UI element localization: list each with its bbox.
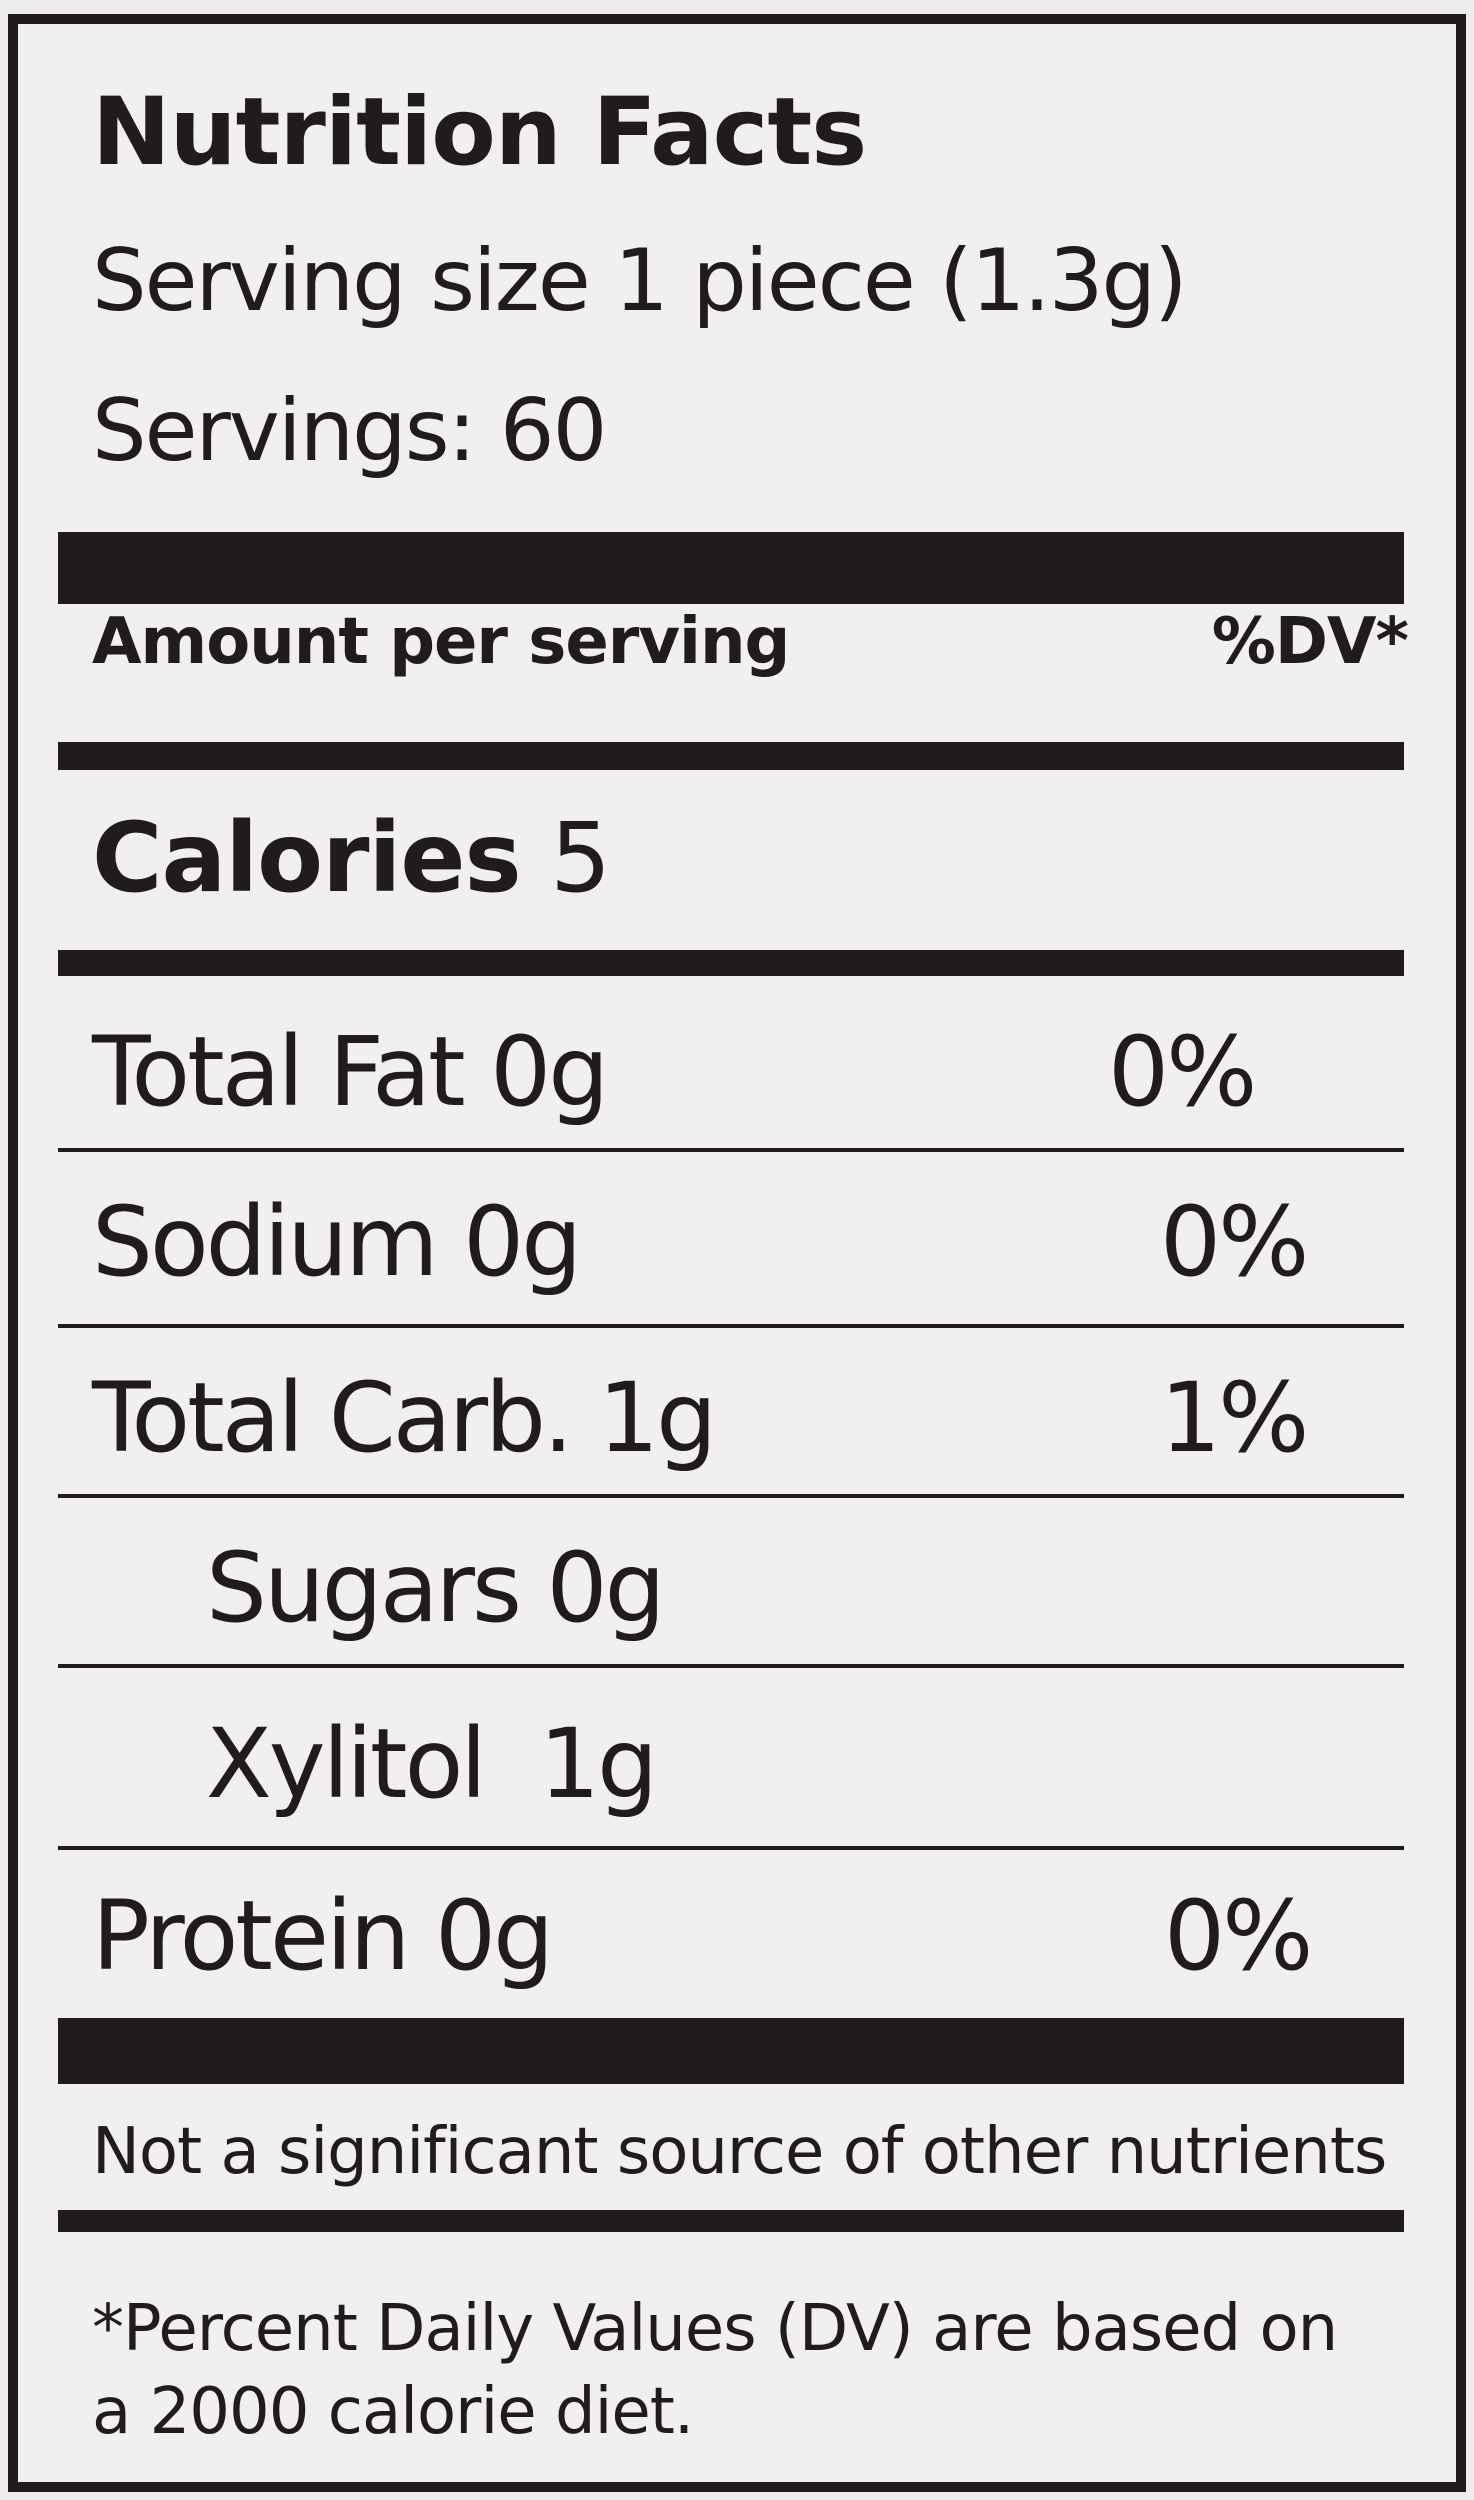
calories-value: 5 [550, 802, 611, 914]
thick-divider-top [58, 532, 1404, 604]
nutrient-row: Total Fat 0g 0% [58, 976, 1404, 1152]
nutrient-name: Protein 0g [92, 1880, 554, 1992]
nutrient-dv: 1% [1160, 1362, 1309, 1474]
nutrient-dv: 0% [1108, 1016, 1257, 1128]
calories-label: Calories [92, 802, 522, 914]
servings-count: Servings: 60 [92, 381, 607, 481]
row-divider [58, 1324, 1404, 1328]
divider-above-footnote [58, 2210, 1404, 2232]
not-significant-note: Not a significant source of other nutrie… [92, 2115, 1387, 2189]
row-divider [58, 1148, 1404, 1152]
divider-under-heading [58, 742, 1404, 770]
row-divider [58, 1664, 1404, 1668]
label-title: Nutrition Facts [92, 78, 867, 187]
calories-row: Calories 5 [92, 810, 611, 906]
thick-divider-bottom [58, 2018, 1404, 2084]
serving-size: Serving size 1 piece (1.3g) [92, 231, 1188, 331]
nutrient-dv: 0% [1164, 1880, 1313, 1992]
row-divider [58, 1846, 1404, 1850]
nutrient-dv: 0% [1160, 1186, 1309, 1298]
divider-under-calories [58, 950, 1404, 976]
amount-per-serving-heading: Amount per serving [92, 605, 790, 679]
dv-heading: %DV* [1211, 605, 1409, 679]
row-divider [58, 1494, 1404, 1498]
nutrient-row: Protein 0g 0% [58, 1850, 1404, 2016]
nutrient-row: Sodium 0g 0% [58, 1152, 1404, 1327]
nutrient-name: Sodium 0g [92, 1186, 582, 1298]
nutrient-row: Sugars 0g [58, 1498, 1404, 1668]
nutrient-name: Total Fat 0g [92, 1016, 609, 1128]
dv-footnote: *Percent Daily Values (DV) are based on … [92, 2292, 1338, 2450]
nutrient-name: Total Carb. 1g [92, 1362, 717, 1474]
nutrient-name: Sugars 0g [206, 1532, 666, 1644]
nutrient-name: Xylitol 1g [206, 1708, 658, 1820]
nutrient-row: Xylitol 1g [58, 1668, 1404, 1848]
nutrient-row: Total Carb. 1g 1% [58, 1328, 1404, 1498]
